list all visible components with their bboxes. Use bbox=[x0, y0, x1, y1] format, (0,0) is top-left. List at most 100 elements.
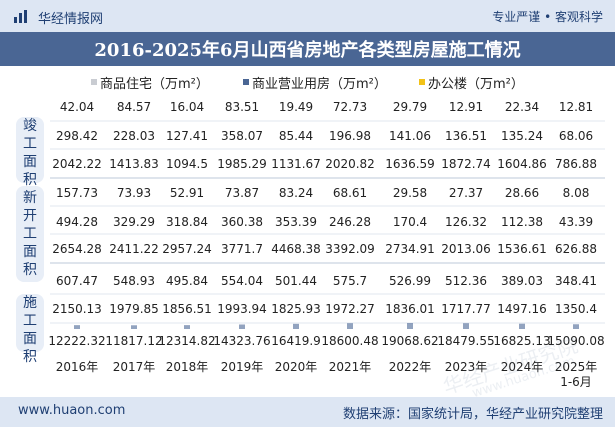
value-label-commercial: 1972.27 bbox=[325, 302, 375, 316]
value-label-office: 157.73 bbox=[56, 186, 98, 200]
value-label-commercial: 494.28 bbox=[56, 215, 98, 229]
indicator-bar bbox=[293, 323, 299, 329]
group-label-new-start: 新开工面积 bbox=[16, 186, 44, 282]
value-label-residential: 2734.91 bbox=[385, 242, 435, 256]
value-label-residential: 1536.61 bbox=[497, 242, 547, 256]
value-label-office: 575.7 bbox=[333, 274, 367, 288]
value-label-commercial: 85.44 bbox=[279, 129, 313, 143]
value-label-residential: 2411.22 bbox=[109, 242, 159, 256]
value-label-office: 72.73 bbox=[333, 100, 367, 114]
legend: 商品住宅（万m²） 商业营业用房（万m²） 办公楼（万m²） bbox=[0, 73, 615, 92]
indicator-bar bbox=[573, 324, 579, 329]
value-label-residential: 1131.67 bbox=[271, 157, 321, 171]
title-bar bbox=[0, 32, 615, 66]
value-label-commercial: 136.51 bbox=[445, 129, 487, 143]
group-label-char: 工 bbox=[23, 313, 37, 329]
slogan: 专业严谨 • 客观科学 bbox=[492, 10, 603, 24]
indicator-bar bbox=[463, 323, 469, 329]
value-label-office: 42.04 bbox=[60, 100, 94, 114]
value-label-residential: 14323.76 bbox=[213, 334, 270, 348]
value-label-residential: 12222.32 bbox=[48, 334, 105, 348]
value-label-office: 28.66 bbox=[505, 186, 539, 200]
value-label-residential: 626.88 bbox=[555, 242, 597, 256]
value-label-office: 29.79 bbox=[393, 100, 427, 114]
group-label-char: 新 bbox=[23, 190, 37, 206]
value-label-commercial: 1993.94 bbox=[217, 302, 267, 316]
value-label-office: 554.04 bbox=[221, 274, 263, 288]
indicator-bar bbox=[239, 324, 245, 329]
value-label-commercial: 329.29 bbox=[113, 215, 155, 229]
value-label-office: 526.99 bbox=[389, 274, 431, 288]
value-label-residential: 2957.24 bbox=[162, 242, 212, 256]
x-tick-label: 2017年 bbox=[113, 360, 156, 374]
x-tick-label: 1-6月 bbox=[560, 375, 592, 389]
legend-swatch-commercial bbox=[243, 79, 249, 85]
top-bar bbox=[0, 0, 615, 32]
x-tick-label: 2022年 bbox=[389, 360, 432, 374]
value-label-office: 52.91 bbox=[170, 186, 204, 200]
x-tick-label: 2016年 bbox=[56, 360, 99, 374]
group-label-char: 积 bbox=[23, 262, 37, 278]
value-label-commercial: 298.42 bbox=[56, 129, 98, 143]
group-label-construction-text: 施工面积 bbox=[16, 294, 44, 366]
value-label-office: 84.57 bbox=[117, 100, 151, 114]
x-tick-label: 2025年 bbox=[555, 360, 598, 374]
legend-label-office: 办公楼（万m²） bbox=[428, 77, 524, 92]
value-label-residential: 2013.06 bbox=[441, 242, 491, 256]
value-label-residential: 3392.09 bbox=[325, 242, 375, 256]
group-label-char: 开 bbox=[23, 208, 37, 224]
value-label-residential: 1985.29 bbox=[217, 157, 267, 171]
group-label-construction: 施工面积 bbox=[16, 294, 44, 365]
value-label-office: 348.41 bbox=[555, 274, 597, 288]
value-label-commercial: 1825.93 bbox=[271, 302, 321, 316]
value-label-residential: 1636.59 bbox=[385, 157, 435, 171]
indicator-bar bbox=[131, 325, 137, 329]
value-label-office: 495.84 bbox=[166, 274, 208, 288]
value-label-office: 22.34 bbox=[505, 100, 539, 114]
footer-bar bbox=[0, 397, 615, 427]
value-label-residential: 2042.22 bbox=[52, 157, 102, 171]
legend-swatch-residential bbox=[91, 79, 97, 85]
group-label-char: 积 bbox=[23, 172, 37, 188]
value-label-commercial: 2150.13 bbox=[52, 302, 102, 316]
value-label-office: 512.36 bbox=[445, 274, 487, 288]
group-label-completed: 竣工面积 bbox=[16, 117, 44, 188]
value-label-office: 8.08 bbox=[563, 186, 590, 200]
value-label-commercial: 1856.51 bbox=[162, 302, 212, 316]
indicator-bar bbox=[347, 323, 353, 329]
value-label-office: 73.93 bbox=[117, 186, 151, 200]
value-label-commercial: 353.39 bbox=[275, 215, 317, 229]
value-label-residential: 2020.82 bbox=[325, 157, 375, 171]
value-label-office: 83.51 bbox=[225, 100, 259, 114]
value-label-commercial: 1497.16 bbox=[497, 302, 547, 316]
value-label-commercial: 358.07 bbox=[221, 129, 263, 143]
value-label-office: 607.47 bbox=[56, 274, 98, 288]
value-label-commercial: 127.41 bbox=[166, 129, 208, 143]
group-label-new-start-text: 新开工面积 bbox=[16, 186, 44, 279]
group-label-char: 面 bbox=[23, 331, 37, 347]
group-label-completed-text: 竣工面积 bbox=[16, 117, 44, 189]
x-tick-label: 2018年 bbox=[166, 360, 209, 374]
value-label-office: 83.24 bbox=[279, 186, 313, 200]
footer-url[interactable]: www.huaon.com bbox=[18, 403, 126, 418]
group-label-char: 面 bbox=[23, 244, 37, 260]
indicator-bar bbox=[519, 323, 525, 329]
value-label-commercial: 170.4 bbox=[393, 215, 427, 229]
value-label-office: 73.87 bbox=[225, 186, 259, 200]
value-label-commercial: 246.28 bbox=[329, 215, 371, 229]
group-label-char: 工 bbox=[23, 226, 37, 242]
x-tick-label: 2020年 bbox=[275, 360, 318, 374]
value-label-office: 29.58 bbox=[393, 186, 427, 200]
value-label-residential: 18600.48 bbox=[321, 334, 378, 348]
x-tick-label: 2023年 bbox=[445, 360, 488, 374]
value-label-office: 16.04 bbox=[170, 100, 204, 114]
value-label-commercial: 196.98 bbox=[329, 129, 371, 143]
value-label-office: 501.44 bbox=[275, 274, 317, 288]
value-label-residential: 1604.86 bbox=[497, 157, 547, 171]
chart-table: 42.04 84.57 16.04 83.51 19.49 72.73 29.79 12.91… bbox=[48, 100, 605, 389]
value-label-residential: 3771.7 bbox=[221, 242, 263, 256]
value-label-commercial: 43.39 bbox=[559, 215, 593, 229]
value-label-commercial: 1836.01 bbox=[385, 302, 435, 316]
group-label-char: 积 bbox=[23, 349, 37, 365]
value-label-commercial: 360.38 bbox=[221, 215, 263, 229]
